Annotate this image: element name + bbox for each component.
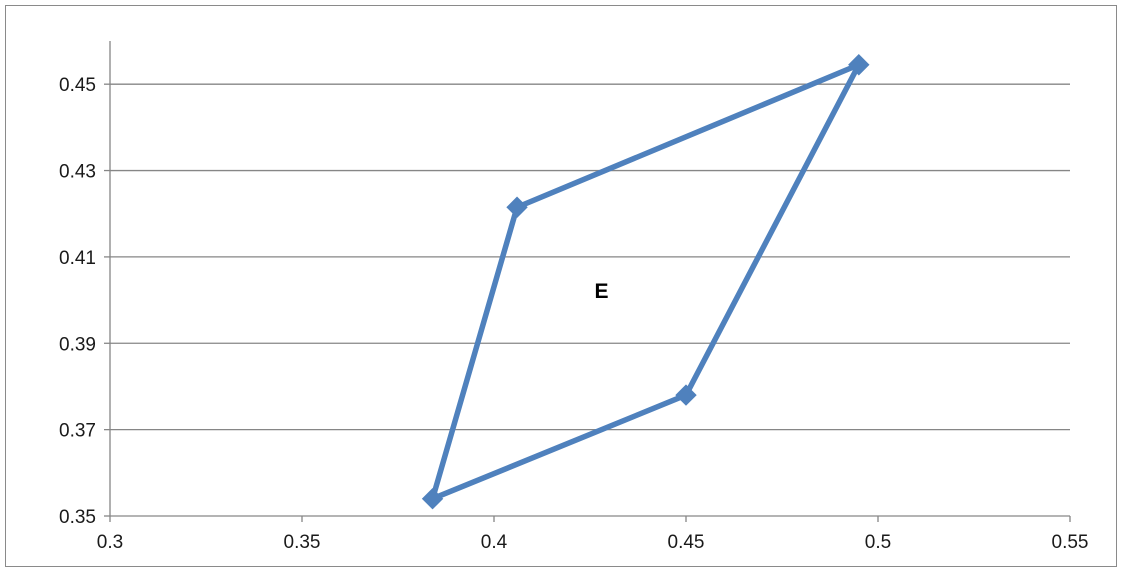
y-tick-label: 0.37 xyxy=(59,421,96,442)
data-point-marker xyxy=(675,384,697,406)
series-line xyxy=(429,62,862,502)
x-tick-label: 0.3 xyxy=(97,532,123,553)
y-tick-label: 0.41 xyxy=(59,248,96,269)
tick-labels: 0.350.370.390.410.430.450.3 0.35 0.4 0.45 0.… xyxy=(59,75,1088,553)
data-point-marker xyxy=(421,488,444,510)
x-tick-label: 0.4 xyxy=(481,532,508,553)
data-point-marker xyxy=(848,54,870,76)
y-tick-label: 0.39 xyxy=(59,334,96,355)
data-series xyxy=(421,54,870,510)
y-tick-label: 0.45 xyxy=(59,75,96,96)
chart-plot: 0.350.370.390.410.430.450.3 0.35 0.4 0.45 0.… xyxy=(59,41,1088,553)
annotations: E xyxy=(595,280,609,303)
x-tick-label: 0.45 xyxy=(668,532,705,553)
x-tick-label: 0.5 xyxy=(865,532,891,553)
x-tick-label: 0.55 xyxy=(1052,532,1089,553)
y-tick-label: 0.43 xyxy=(59,162,96,183)
gridlines xyxy=(110,83,1070,431)
data-point-marker xyxy=(506,196,528,218)
annotation-label: E xyxy=(595,280,609,303)
x-tick-label: 0.35 xyxy=(284,532,321,553)
axes xyxy=(104,41,1071,522)
y-tick-label: 0.35 xyxy=(59,507,96,528)
chart-area: 0.35 0.37 0.39 0.41 0.43 0.45 0.3 0.35 0.4 0.45 0.… xyxy=(5,5,1117,567)
